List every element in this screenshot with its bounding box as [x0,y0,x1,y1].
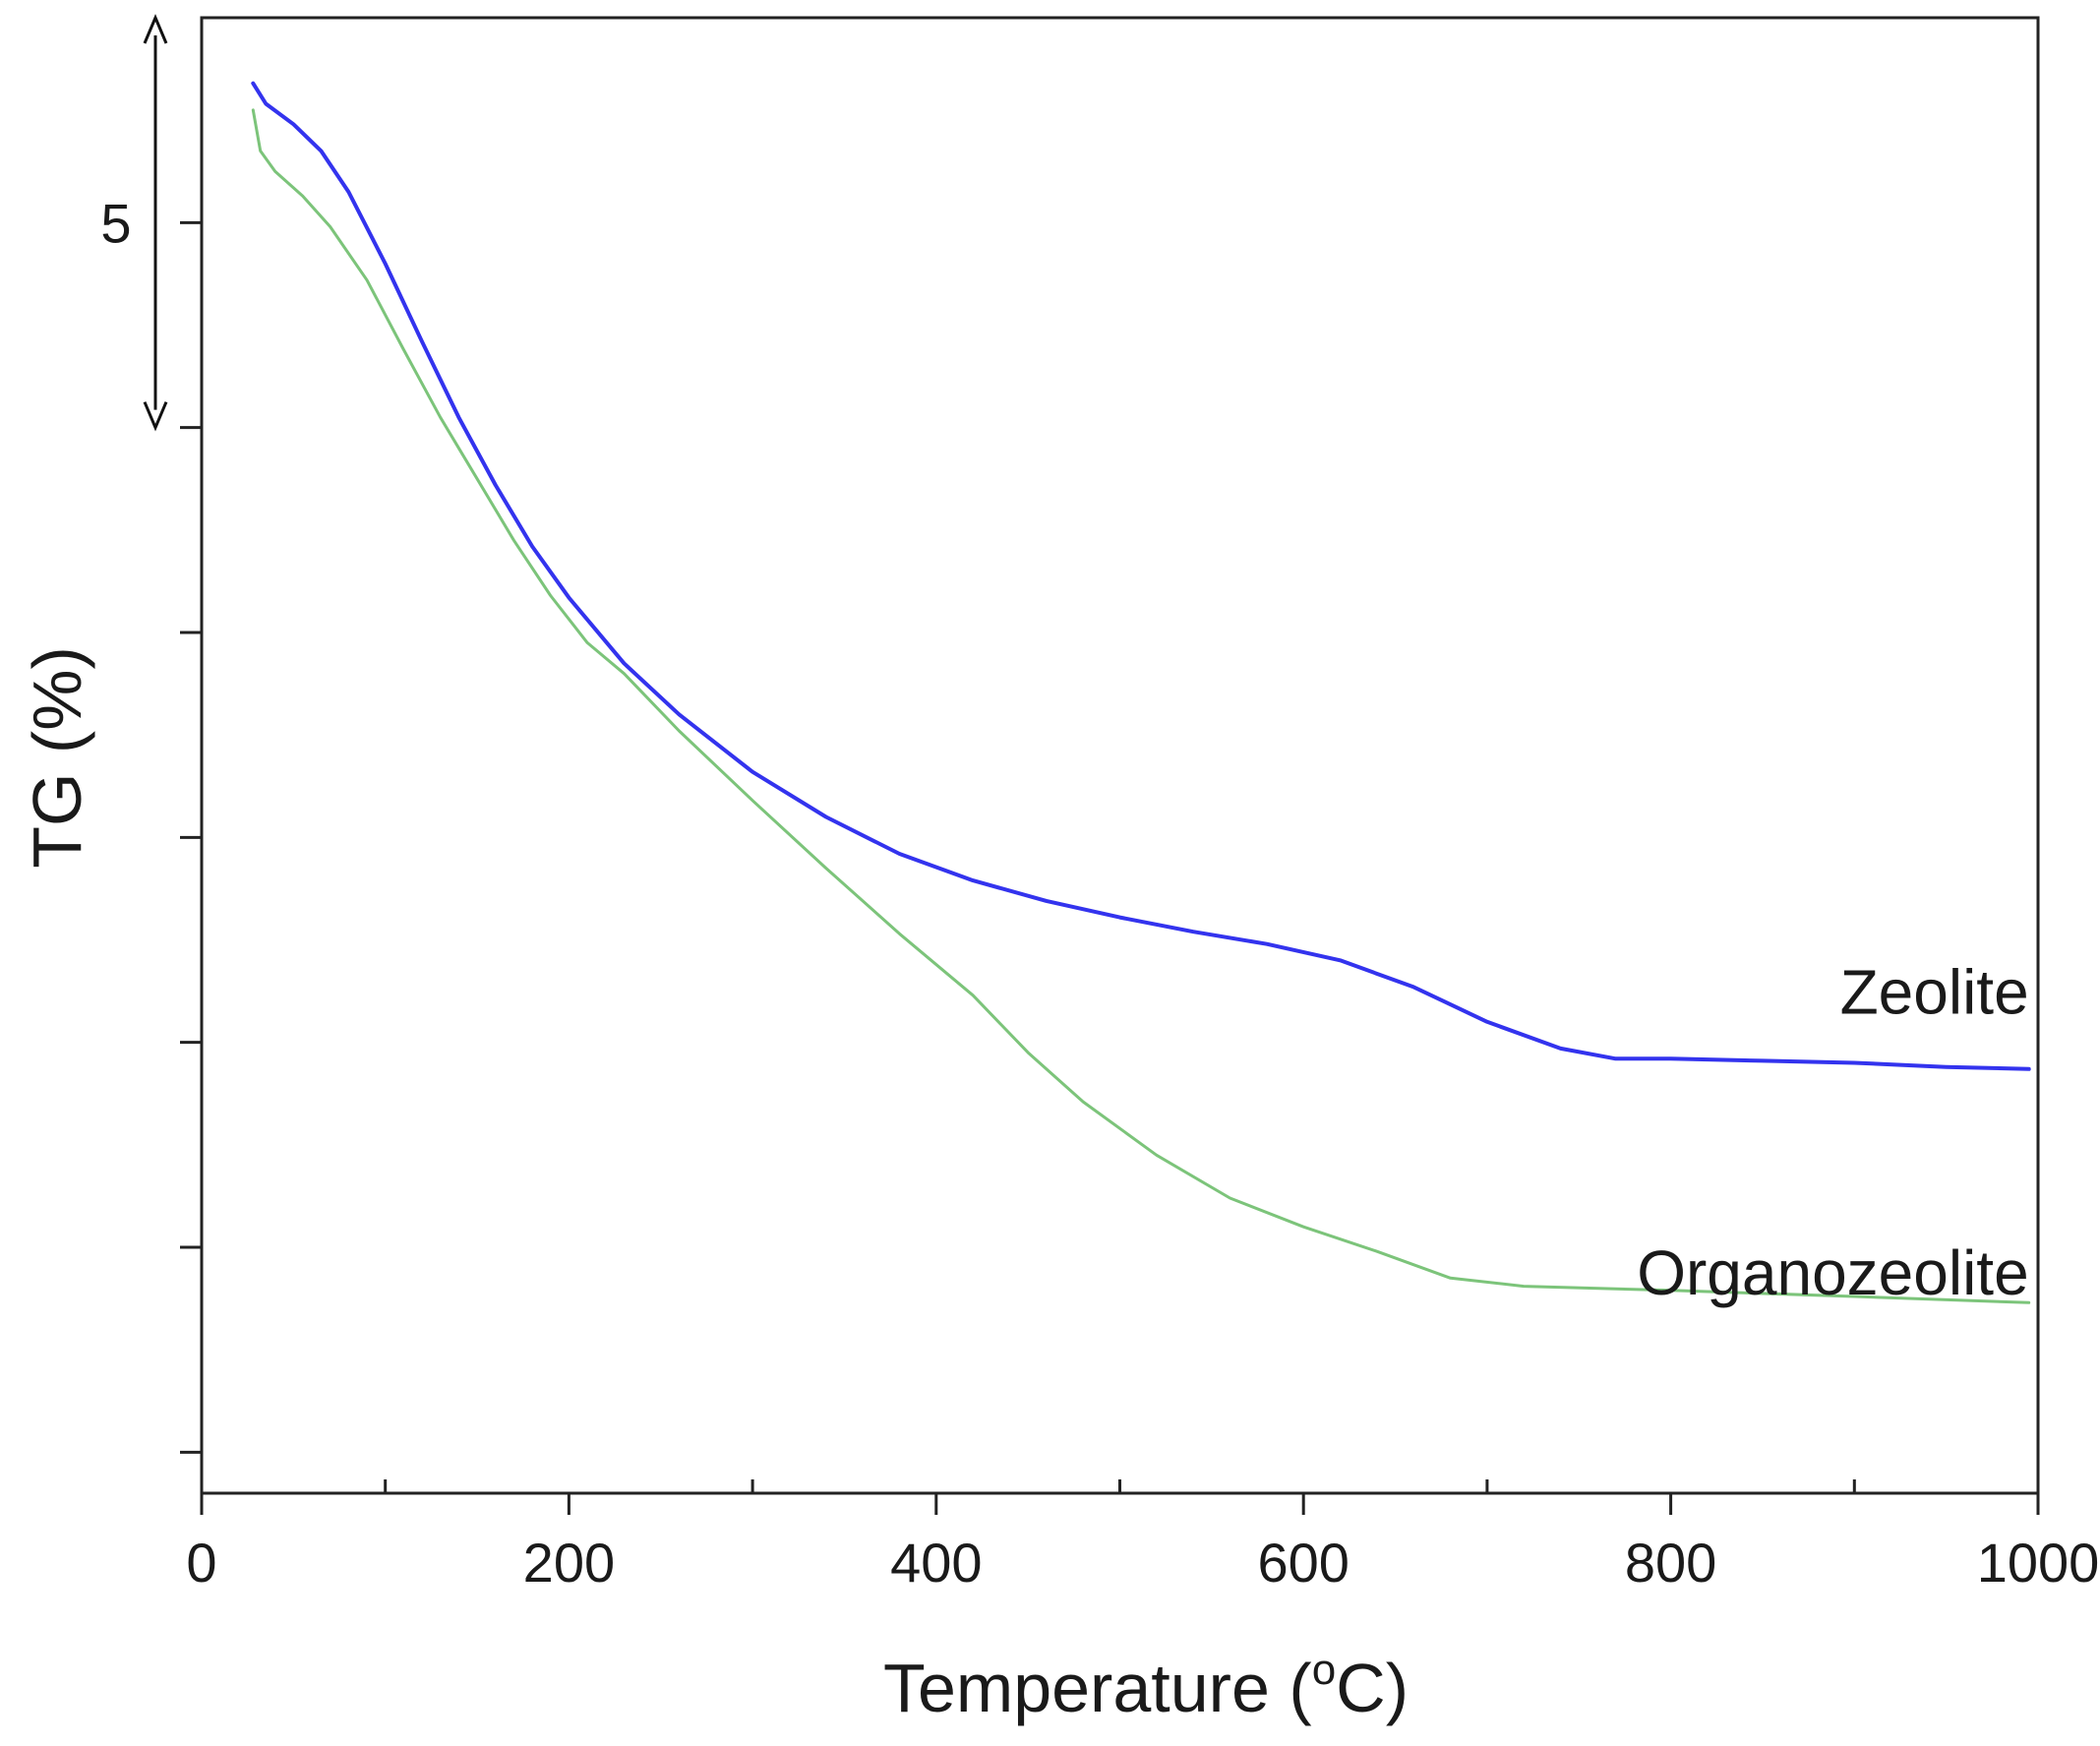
y-axis-ticks [180,220,202,1454]
scale-bar-arrow-down-icon [143,401,168,432]
x-axis-title-main: Temperature ( [883,1650,1312,1726]
scale-bar-arrow-up-icon [143,14,168,44]
x-tick-label-1000: 1000 [1977,1532,2100,1594]
series-labels: Zeolite Organozeolite [1637,957,2028,1308]
x-tick-label-0: 0 [186,1532,216,1594]
x-tick-label-600: 600 [1257,1532,1349,1594]
scale-bar-label: 5 [100,192,131,254]
x-tick-label-200: 200 [523,1532,615,1594]
x-axis-ticks: 0 200 400 600 800 1000 [186,1479,2099,1594]
scale-bar: 5 [100,14,168,432]
y-axis-title: TG (%) [19,646,95,869]
series-line-zeolite [251,81,2031,1071]
x-axis-title-unit: C) [1336,1650,1409,1726]
series-layer [251,81,2031,1304]
series-label-zeolite: Zeolite [1840,957,2029,1028]
x-axis-title: Temperature (oC) [883,1646,1409,1726]
x-axis-title-degree: o [1312,1646,1336,1694]
series-label-organozeolite: Organozeolite [1637,1237,2028,1308]
x-tick-label-400: 400 [890,1532,982,1594]
x-tick-label-800: 800 [1625,1532,1716,1594]
series-line-organozeolite [251,108,2031,1304]
